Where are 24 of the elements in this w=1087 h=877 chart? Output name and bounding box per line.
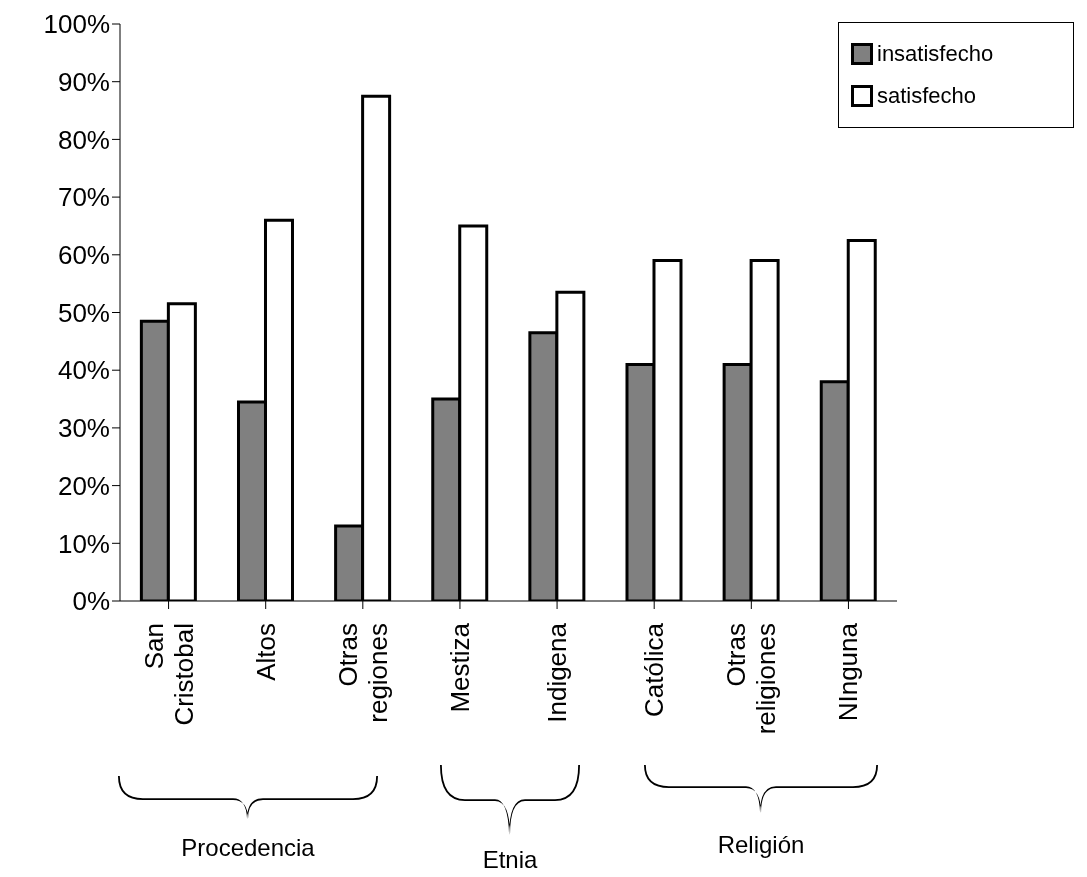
y-tick-label: 100% [43,9,110,40]
y-tick-label: 60% [57,240,110,271]
y-tick-label: 40% [57,355,110,386]
legend-label: satisfecho [877,83,977,109]
y-tick-label: 10% [57,528,110,559]
x-tick-label: Altos [250,623,281,681]
text: Etnia [482,846,538,873]
x-tick-label: San Cristobal [138,623,199,726]
text: Religión [717,831,805,858]
x-tick-label: Indigena [542,622,573,723]
x-tick-label: Mestiza [444,622,475,713]
x-tick-label: Otras religiones [721,623,782,735]
y-tick-label: 30% [57,413,110,444]
y-tick-label: 90% [57,66,110,97]
x-tick-label: Católica [639,622,670,717]
y-tick-label: 20% [57,470,110,501]
text: Procedencia [181,834,316,861]
y-tick-label: 50% [57,297,110,328]
y-tick-label: 70% [57,182,110,213]
x-tick-label: NInguna [833,622,864,722]
legend-label: insatisfecho [877,41,994,67]
y-tick-label: 0% [72,586,110,617]
y-tick-label: 80% [57,124,110,155]
x-tick-label: Otras regiones [332,623,393,723]
